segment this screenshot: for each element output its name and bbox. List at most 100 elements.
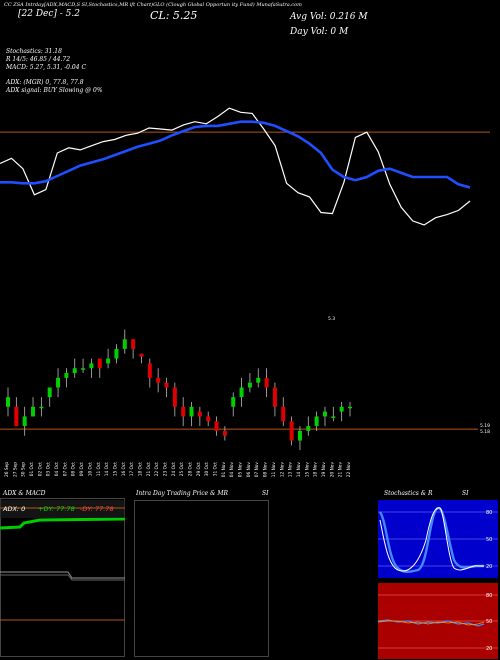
adx-readout: ADX: (MGR) 0, 77.8, 77.8 <box>6 79 84 86</box>
date-tick-label: 23 Oct <box>162 462 168 477</box>
stoch-r-readout: R 14/5: 46.85 / 44.72 <box>6 56 71 63</box>
intraday-si-label: SI <box>262 490 269 497</box>
candle-body <box>331 416 336 418</box>
candle-body <box>139 353 144 357</box>
price-line <box>0 107 471 226</box>
date-tick-label: 10 Oct <box>87 462 93 477</box>
adx-panel-title: ADX & MACD <box>3 490 46 497</box>
date-tick-label: 30 Oct <box>204 462 210 477</box>
candle-body <box>222 430 227 436</box>
candle-body <box>189 406 194 417</box>
candle-body <box>56 377 61 388</box>
date-tick-label: 21 Oct <box>146 462 152 477</box>
intraday-panel <box>134 500 269 657</box>
candle-body <box>314 416 319 427</box>
date-tick-label: 09 Oct <box>79 462 85 477</box>
date-tick-label: 21 Nov <box>338 462 344 478</box>
si-orange-line <box>378 620 485 626</box>
right-label-top: 5.3 <box>328 316 335 322</box>
candlestick-chart: 5.3 5.19 5.18 26 Sep 27 Sep 30 Sep 01 Oct 02… <box>0 316 490 478</box>
candle-body <box>322 411 327 417</box>
date-tick-label: 13 Nov <box>288 462 294 478</box>
candle-body <box>172 387 177 407</box>
candle-body <box>256 377 261 383</box>
candle-body <box>239 387 244 398</box>
candle-body <box>147 363 152 378</box>
date-tick-label: 12 Nov <box>279 462 285 478</box>
date-tick-label: 14 Oct <box>104 462 110 477</box>
stochastics-readout: Stochastics: 31.18 <box>6 48 62 55</box>
date-tick-label: 17 Oct <box>129 462 135 477</box>
date-tick-label: 07 Oct <box>62 462 68 477</box>
stoch-k-line <box>378 506 484 573</box>
macd-signal-line <box>0 574 125 581</box>
candle-body <box>106 358 111 364</box>
date-tick-label: 01 Nov <box>221 462 227 478</box>
date-label: [22 Dec] - 5.2 <box>18 9 80 19</box>
candle-body <box>39 406 44 409</box>
candle-body <box>97 358 102 369</box>
candle-body <box>289 421 294 441</box>
candle-body <box>181 406 186 417</box>
day-volume: Day Vol: 0 M <box>290 27 349 37</box>
date-tick-label: 22 Oct <box>154 462 160 477</box>
candle-body <box>72 368 77 374</box>
date-tick-label: 04 Nov <box>229 462 235 478</box>
date-tick-label: 04 Oct <box>54 462 60 477</box>
date-tick-label: 02 Oct <box>37 462 43 477</box>
candle-body <box>272 387 277 407</box>
candle-body <box>281 406 286 422</box>
candle-body <box>89 363 94 369</box>
candle-body <box>231 397 236 407</box>
candle-body <box>47 387 52 398</box>
candle-body <box>131 339 136 349</box>
candle-body <box>297 430 302 441</box>
right-label-bottom: 5.18 <box>480 429 490 435</box>
stoch-tick-50: 50 <box>486 537 492 543</box>
date-tick-label: 25 Oct <box>179 462 185 477</box>
candle-body <box>164 382 169 388</box>
date-tick-label: 15 Nov <box>304 462 310 478</box>
date-tick-label: 28 Oct <box>188 462 194 477</box>
candle-body <box>214 421 219 431</box>
date-tick-label: 03 Oct <box>46 462 52 477</box>
right-label-mid: 5.19 <box>480 423 490 429</box>
candle-body <box>114 348 119 359</box>
intraday-panel-frame <box>134 500 269 657</box>
date-tick-label: 18 Oct <box>137 462 143 477</box>
candle-body <box>14 406 19 427</box>
date-tick-label: 31 Oct <box>213 462 219 477</box>
close-label: CL: 5.25 <box>150 9 198 22</box>
date-tick-label: 15 Oct <box>112 462 118 477</box>
avg-volume: Avg Vol: 0.216 M <box>290 12 368 22</box>
date-tick-label: 08 Oct <box>71 462 77 477</box>
date-tick-label: 07 Nov <box>254 462 260 478</box>
candle-body <box>156 377 161 383</box>
si-blue-line <box>378 619 485 627</box>
date-tick-label: 18 Nov <box>313 462 319 478</box>
date-tick-label: 27 Sep <box>12 462 18 477</box>
macd-readout: MACD: 5.27, 5.31, -0.04 C <box>6 64 87 71</box>
stoch-tick-80: 80 <box>486 510 492 516</box>
si-tick-80: 80 <box>486 593 492 599</box>
si-tick-20: 20 <box>486 646 492 652</box>
stochastics-panel: 80 50 20 80 50 20 <box>378 500 498 659</box>
stoch-panel-title: Stochastics & R <box>384 490 433 497</box>
adx-green-line <box>0 517 125 530</box>
candle-body <box>339 406 344 412</box>
stoch-d-line <box>379 507 484 572</box>
candle-body <box>6 397 10 407</box>
candle-body <box>64 373 69 378</box>
price-line-chart <box>0 107 490 226</box>
candle-body <box>81 368 86 370</box>
candle-body <box>22 416 27 427</box>
adx-macd-panel: ADX: 0 +DY: 77.78 -DY: 77.78 <box>0 498 125 657</box>
stoch-si-label: SI <box>462 490 469 497</box>
date-tick-label: 08 Nov <box>263 462 269 478</box>
stoch-tick-20: 20 <box>486 564 492 570</box>
candle-body <box>306 426 311 431</box>
candle-body <box>264 377 269 388</box>
date-tick-label: 19 Nov <box>321 462 327 478</box>
date-tick-label: 20 Nov <box>329 462 335 478</box>
intraday-panel-title: Intra Day Trading Price & MR <box>136 490 229 497</box>
